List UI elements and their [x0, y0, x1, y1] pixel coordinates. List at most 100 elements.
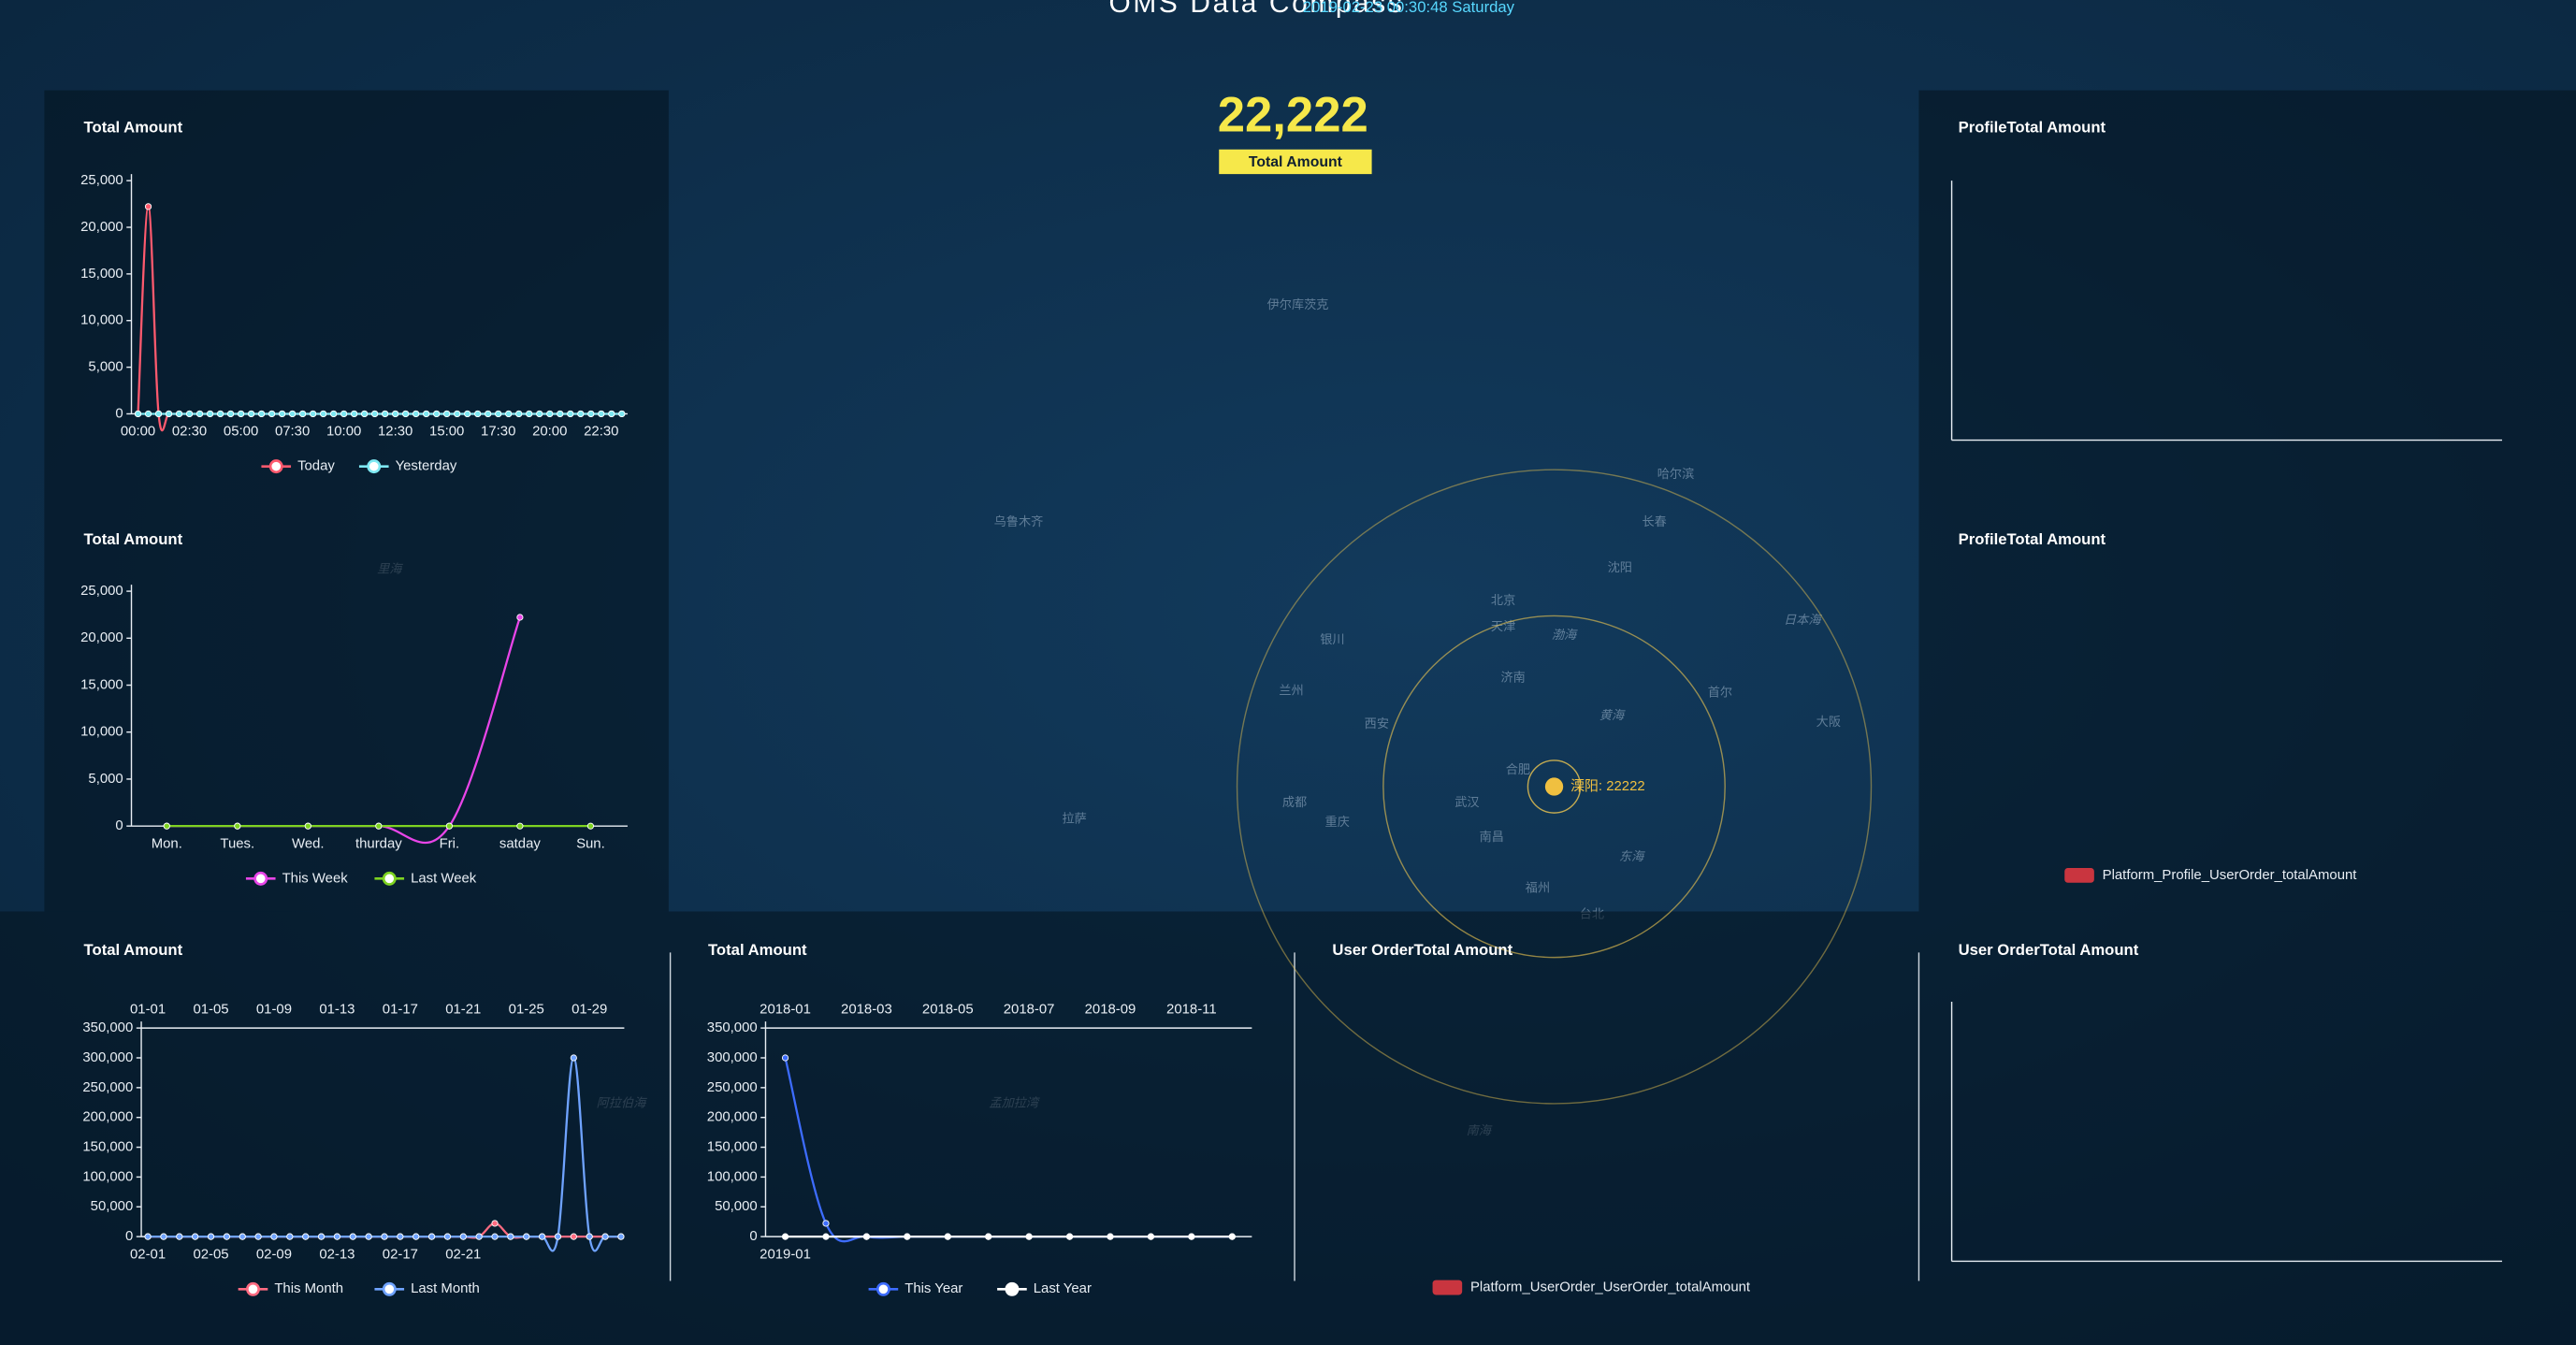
point: [185, 410, 194, 418]
legend-label: Yesterday: [396, 458, 457, 474]
point: [392, 410, 399, 418]
x-tick-label: 05:00: [224, 424, 258, 440]
x-tick-label: 02-13: [319, 1246, 355, 1262]
y-tick-label: 0: [115, 405, 123, 421]
point: [781, 1054, 789, 1062]
y-tick-label: 20,000: [80, 219, 123, 235]
x-tick-label: 07:30: [275, 424, 310, 440]
point: [351, 410, 358, 418]
point: [443, 1233, 452, 1240]
point: [310, 410, 317, 418]
map-label: 大阪: [1816, 715, 1841, 729]
y-tick-label: 150,000: [707, 1138, 758, 1154]
map-point-label: 溧阳: 22222: [1570, 778, 1645, 794]
x2-tick-label: 01-21: [445, 1002, 481, 1018]
point: [304, 822, 311, 830]
point: [317, 1233, 326, 1240]
point: [1228, 1233, 1236, 1240]
point: [598, 410, 605, 418]
point: [412, 1233, 420, 1240]
point: [349, 1233, 356, 1240]
x-tick-label: 12:30: [378, 424, 412, 440]
y-tick-label: 250,000: [707, 1079, 758, 1095]
x2-tick-label: 2018-07: [1004, 1002, 1055, 1018]
chart-title: Total Amount: [84, 941, 183, 959]
point: [1065, 1233, 1074, 1240]
map-label: 天津: [1491, 619, 1515, 633]
point: [1147, 1233, 1155, 1240]
x-tick-label: 02-01: [130, 1246, 166, 1262]
x-tick-label: 22:30: [584, 424, 618, 440]
point: [375, 822, 383, 830]
y-tick-label: 0: [115, 817, 123, 833]
legend-symbol: [876, 1281, 890, 1296]
chart-title: Total Amount: [84, 530, 183, 548]
legend-symbol: [246, 1281, 260, 1296]
legend-label: This Month: [274, 1280, 343, 1296]
x2-tick-label: 01-17: [383, 1002, 418, 1018]
point: [454, 410, 461, 418]
point: [515, 410, 523, 418]
point: [618, 410, 626, 418]
y-tick-label: 0: [125, 1228, 133, 1244]
point: [268, 410, 276, 418]
point: [223, 1233, 230, 1240]
point: [165, 410, 173, 418]
y-tick-label: 10,000: [80, 724, 123, 740]
legend-symbol: [1005, 1281, 1020, 1296]
point: [216, 410, 224, 418]
point: [586, 1233, 593, 1240]
legend-symbol: [2064, 867, 2094, 883]
x-tick-label: 20:00: [532, 424, 567, 440]
kpi-label: Total Amount: [1249, 154, 1343, 170]
point: [289, 410, 297, 418]
x2-tick-label: 01-05: [193, 1002, 228, 1018]
point: [944, 1233, 951, 1240]
map-label: 合肥: [1506, 762, 1530, 776]
map-label: 成都: [1282, 795, 1307, 809]
point: [557, 410, 564, 418]
x-tick-label: satday: [499, 835, 541, 851]
datetime: 2019-02-23 00:30:48 Saturday: [1303, 0, 1515, 16]
x-tick-label: 15:00: [429, 424, 464, 440]
point: [516, 614, 524, 621]
map-label: 北京: [1491, 593, 1515, 607]
point: [402, 410, 410, 418]
right-panel: [1918, 90, 2576, 912]
point: [412, 410, 420, 418]
y-tick-label: 100,000: [82, 1168, 133, 1184]
map-label: 渤海: [1552, 628, 1578, 642]
point: [822, 1220, 830, 1227]
point: [546, 410, 554, 418]
point: [365, 1233, 372, 1240]
point: [163, 822, 170, 830]
point: [491, 1220, 499, 1227]
chart-title: Total Amount: [84, 118, 183, 136]
point: [382, 410, 389, 418]
point: [279, 410, 286, 418]
point: [822, 1233, 830, 1240]
x2-tick-label: 01-13: [319, 1002, 355, 1018]
y-tick-label: 200,000: [82, 1109, 133, 1125]
y-tick-label: 25,000: [80, 583, 123, 599]
map-label: 济南: [1500, 671, 1525, 685]
point: [423, 410, 430, 418]
point: [523, 1233, 530, 1240]
point: [862, 1233, 871, 1240]
map-point[interactable]: [1544, 777, 1564, 796]
legend-label: Platform_UserOrder_UserOrder_totalAmount: [1470, 1279, 1751, 1294]
x2-tick-label: 2018-03: [841, 1002, 892, 1018]
x2-tick-label: 01-25: [509, 1002, 544, 1018]
map-label: 乌鲁木齐: [994, 514, 1044, 528]
legend-label: Today: [297, 458, 335, 474]
point: [507, 1233, 514, 1240]
x2-tick-label: 2018-05: [922, 1002, 974, 1018]
point: [299, 410, 307, 418]
page-title: OMS Data Compass: [1109, 0, 1405, 19]
map-label: 武汉: [1454, 795, 1479, 809]
x-tick-label: Fri.: [440, 835, 460, 851]
legend-symbol: [382, 871, 397, 886]
x-tick-label: thurday: [355, 835, 402, 851]
map-label: 沈阳: [1608, 560, 1632, 574]
y-tick-label: 15,000: [80, 676, 123, 692]
